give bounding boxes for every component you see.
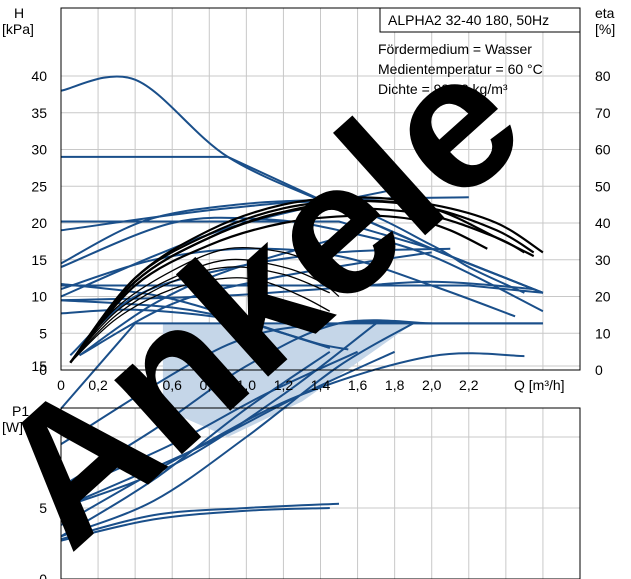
- watermark: Ankele: [0, 11, 560, 579]
- x-tick-label: 1,0: [237, 377, 257, 393]
- x-tick-label: 1,2: [274, 377, 294, 393]
- p1-curve: [60, 320, 543, 445]
- y2-tick-label: 0: [595, 362, 603, 378]
- bottom-curves: [60, 319, 543, 542]
- x-tick-label: 0,8: [200, 377, 220, 393]
- h-curve: [78, 236, 340, 357]
- h-curve: [60, 283, 331, 349]
- y-tick-label: 40: [31, 68, 47, 84]
- bottom-y-tick-label: 15: [31, 358, 47, 374]
- h-curve: [60, 216, 544, 313]
- p1-curve: [60, 322, 414, 538]
- bottom-y-tick-label: 5: [39, 500, 47, 516]
- p1-curve: [60, 502, 340, 541]
- y2-tick-label: 20: [595, 289, 611, 305]
- fluid-line-1: Fördermedium = Wasser: [378, 41, 532, 57]
- x-tick-label: 1,4: [311, 377, 331, 393]
- eta-curve: [69, 258, 340, 364]
- p1-curve: [60, 319, 432, 488]
- y2-tick-label: 50: [595, 178, 611, 194]
- x-tick-label: 0: [57, 377, 65, 393]
- bottom-y-tick-label: 10: [31, 429, 47, 445]
- bottom-y-tick-label: 0: [39, 571, 47, 579]
- y2-tick-label: 10: [595, 325, 611, 341]
- x-tick-labels: 0 0,2 0,4 0,6 0,8 1,0 1,2 1,4 1,6 1,8 2,0 2,2: [57, 377, 479, 393]
- y2-tick-labels: 0 10 20 30 40 50 60 70 80: [595, 68, 611, 378]
- y2-tick-label: 30: [595, 252, 611, 268]
- p1-curve: [60, 507, 330, 542]
- p1-curve: [60, 350, 396, 509]
- fluid-line-3: Dichte = 983,2 kg/m³: [378, 81, 508, 97]
- p1-curve: [60, 350, 359, 495]
- y-tick-label: 20: [31, 215, 47, 231]
- y2-tick-label: 60: [595, 142, 611, 158]
- h-curve: [69, 247, 451, 357]
- y-tick-labels: 0 5 10 15 20 25 30 35 40: [31, 68, 47, 378]
- eta-curve: [69, 199, 535, 364]
- eta-curve: [69, 266, 331, 364]
- y2-tick-label: 70: [595, 105, 611, 121]
- chart-title: ALPHA2 32-40 180, 50Hz: [388, 12, 549, 28]
- watermark-text: Ankele: [0, 11, 560, 579]
- x-tick-label: 2,2: [459, 377, 479, 393]
- top-chart-frame: [60, 7, 581, 371]
- x-axis-label: Q [m³/h]: [514, 377, 565, 393]
- y-tick-label: 5: [39, 325, 47, 341]
- x-tick-label: 0,6: [162, 377, 182, 393]
- y2-axis-unit-pct: [%]: [595, 21, 615, 37]
- y-tick-label: 10: [31, 289, 47, 305]
- p1-curve: [60, 350, 331, 538]
- eta-curve: [69, 277, 331, 364]
- x-tick-label: 1,6: [348, 377, 368, 393]
- bottom-chart-frame: [60, 407, 581, 579]
- x-tick-label: 2,0: [422, 377, 442, 393]
- eta-curve: [69, 246, 349, 364]
- h-curve: [61, 220, 544, 294]
- h-curve: [61, 284, 543, 294]
- y-axis-label-h: H: [14, 5, 24, 21]
- eta-curve: [69, 214, 488, 364]
- bottom-y-tick-labels: 0 5 10 15: [31, 358, 47, 579]
- x-tick-label: 0,4: [125, 377, 145, 393]
- y-tick-label: 25: [31, 178, 47, 194]
- x-tick-label: 1,8: [385, 377, 405, 393]
- y-axis-unit-kpa: [kPa]: [2, 21, 34, 37]
- y2-tick-label: 80: [595, 68, 611, 84]
- y-tick-label: 0: [39, 362, 47, 378]
- title-box: [379, 7, 581, 33]
- y-axis-unit-w: [W]: [2, 419, 23, 435]
- fluid-line-2: Medientemperatur = 60 °C: [378, 61, 543, 77]
- y-axis-label-p1: P1: [12, 403, 29, 419]
- y-tick-label: 15: [31, 252, 47, 268]
- x-tick-label: 0,2: [88, 377, 108, 393]
- y2-tick-label: 40: [595, 215, 611, 231]
- y-tick-label: 35: [31, 105, 47, 121]
- y-tick-label: 30: [31, 142, 47, 158]
- eta-curves: [69, 196, 544, 364]
- y2-axis-label-eta: eta: [595, 5, 615, 21]
- eta-curve: [69, 199, 535, 364]
